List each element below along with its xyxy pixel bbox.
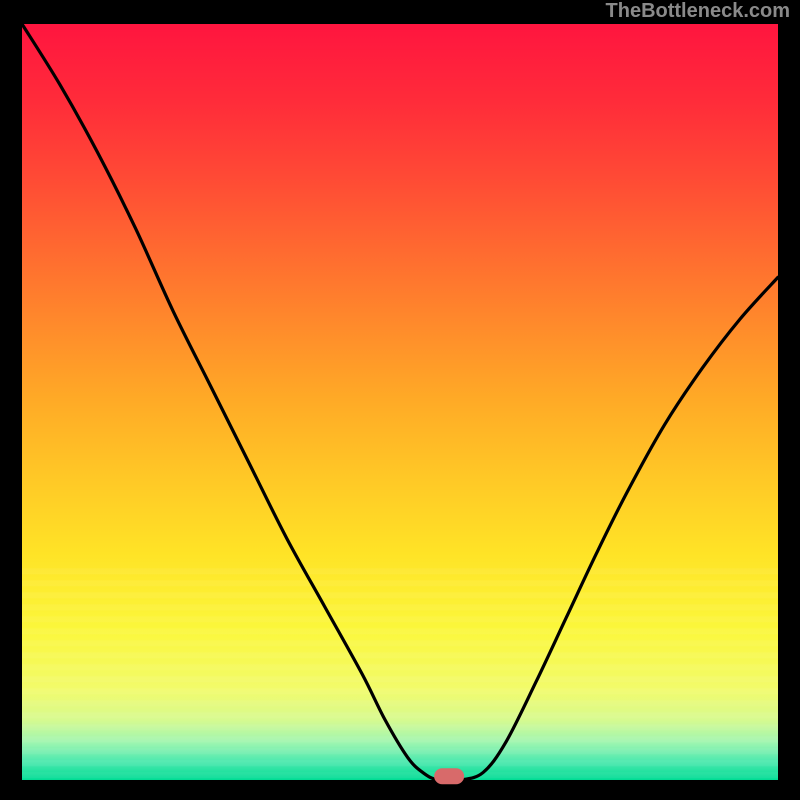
optimal-marker <box>434 768 464 784</box>
bottleneck-chart <box>0 0 800 800</box>
watermark-text: TheBottleneck.com <box>606 0 790 23</box>
